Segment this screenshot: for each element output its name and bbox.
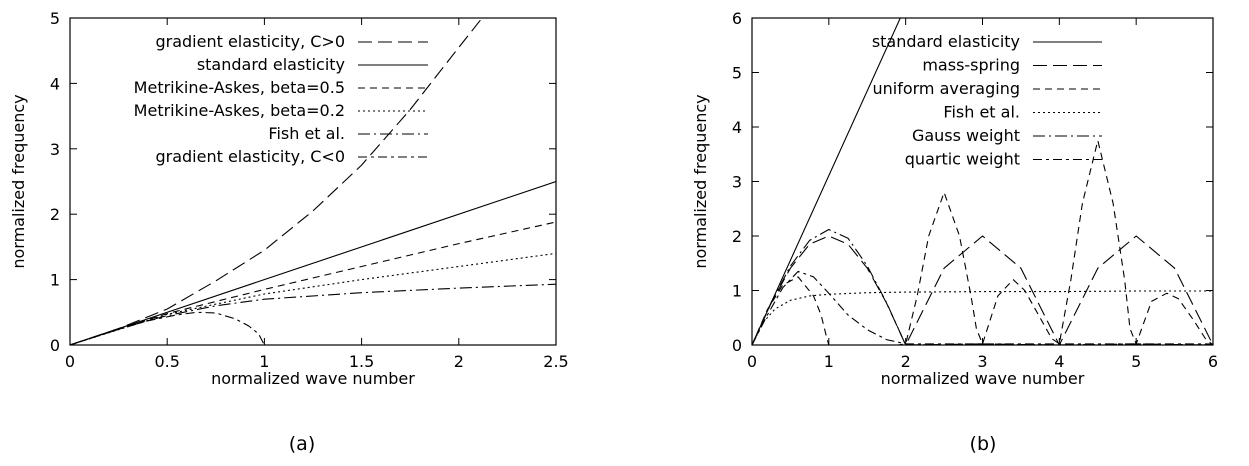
y-tick-label: 1 [732,282,742,301]
x-axis-label: normalized wave number [881,369,1085,388]
legend: standard elasticity mass-spring uniform av… [872,32,1102,169]
series-line-2 [752,140,1213,345]
series-line-2 [70,221,556,345]
x-tick-label: 6 [1208,352,1218,371]
series-line-3 [70,252,556,345]
series-line-1 [752,235,1213,345]
series-line-5 [70,311,265,345]
chart-b: 0 1 2 3 4 5 6 0 1 2 3 4 5 6 normalized wave number norm… [691,9,1218,455]
series-group [752,18,1213,345]
y-tick-label: 3 [732,173,742,192]
y-tick-label: 1 [50,271,60,290]
x-tick-label: 3 [977,352,987,371]
legend-label: standard elasticity [197,55,345,74]
legend-label: Metrikine-Askes, beta=0.5 [134,78,345,97]
x-tick-label: 4 [1054,352,1064,371]
series-line-0 [752,18,901,345]
x-tick-label: 2.5 [543,352,568,371]
x-tick-label: 1 [259,352,269,371]
legend-label: Fish et al. [943,103,1020,122]
x-tick-label: 2 [901,352,911,371]
y-tick-label: 2 [732,227,742,246]
legend: gradient elasticity, C>0 standard elastic… [134,32,428,166]
y-tick-label: 5 [732,64,742,83]
y-tick-label: 5 [50,9,60,28]
series-line-4 [70,283,556,345]
x-tick-label: 5 [1131,352,1141,371]
series-line-3 [752,290,1213,345]
y-tick-label: 2 [50,205,60,224]
legend-label: gradient elasticity, C<0 [155,147,345,166]
legend-label: uniform averaging [872,79,1020,98]
series-group [70,18,556,345]
legend-label: Fish et al. [268,124,345,143]
y-axis-label: normalized frequency [691,94,710,268]
legend-label: mass-spring [922,56,1020,75]
x-axis-label: normalized wave number [211,369,415,388]
y-tick-label: 3 [50,140,60,159]
y-tick-label: 0 [50,336,60,355]
x-tick-label: 0.5 [154,352,179,371]
y-tick-label: 6 [732,9,742,28]
x-tick-label: 0 [65,352,75,371]
chart-caption: (a) [289,433,315,455]
y-tick-label: 0 [732,336,742,355]
x-tick-label: 2 [454,352,464,371]
chart-a: 0 0.5 1 1.5 2 2.5 0 1 2 3 4 5 normalized wave number… [9,9,569,455]
chart-caption: (b) [970,433,997,455]
legend-label: gradient elasticity, C>0 [155,32,345,51]
series-line-4 [752,228,1213,345]
x-tick-label: 1 [824,352,834,371]
legend-label: standard elasticity [872,32,1020,51]
legend-label: Metrikine-Askes, beta=0.2 [134,101,345,120]
x-tick-label: 0 [747,352,757,371]
series-line-5 [752,270,1213,345]
x-tick-label: 1.5 [349,352,374,371]
legend-label: quartic weight [905,150,1020,169]
series-line-1 [70,180,556,345]
y-axis-label: normalized frequency [9,94,28,268]
y-tick-label: 4 [732,118,742,137]
y-tick-label: 4 [50,74,60,93]
legend-label: Gauss weight [912,126,1020,145]
series-line-0 [70,18,483,345]
